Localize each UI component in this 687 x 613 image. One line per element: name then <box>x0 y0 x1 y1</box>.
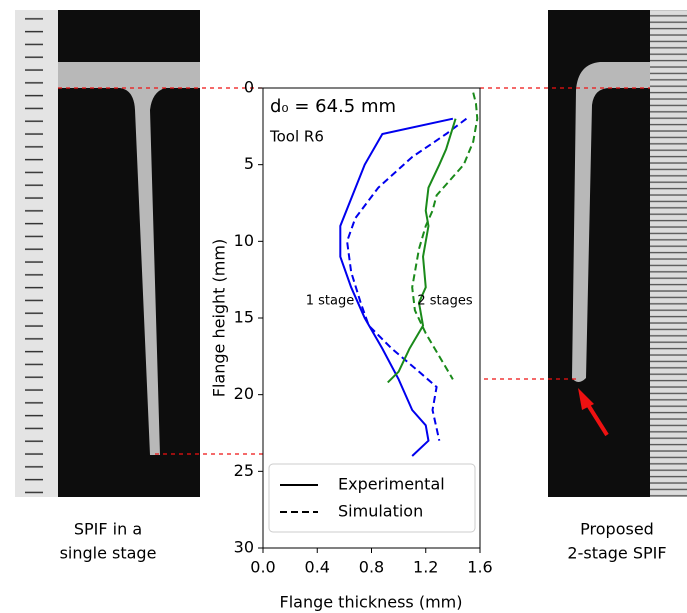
series-line <box>346 117 468 441</box>
y-tick-label: 0 <box>244 78 254 97</box>
photo-caption: single stage <box>60 544 157 563</box>
y-tick-label: 10 <box>234 231 254 250</box>
annotation: Tool R6 <box>269 128 324 146</box>
x-tick-label: 0.0 <box>250 558 275 577</box>
photo-caption: Proposed <box>580 520 654 539</box>
legend-label: Simulation <box>338 502 423 521</box>
x-tick-label: 1.6 <box>467 558 492 577</box>
legend-label: Experimental <box>338 475 445 494</box>
y-tick-label: 5 <box>244 154 254 173</box>
x-tick-label: 1.2 <box>413 558 438 577</box>
y-tick-label: 15 <box>234 308 254 327</box>
x-axis-label: Flange thickness (mm) <box>280 593 463 612</box>
plot-frame <box>262 87 481 549</box>
y-tick-label: 30 <box>234 538 254 557</box>
y-axis-label: Flange height (mm) <box>210 239 229 397</box>
series-line <box>339 117 454 457</box>
photo-two-stage <box>548 10 687 497</box>
x-tick-label: 0.4 <box>305 558 330 577</box>
annotation: d₀ = 64.5 mm <box>270 96 396 117</box>
photo-caption: SPIF in a <box>74 520 142 539</box>
y-tick-label: 25 <box>234 461 254 480</box>
series-line <box>387 118 457 384</box>
photo-single-stage <box>15 10 200 497</box>
legend-box <box>268 463 476 533</box>
photo-caption: 2-stage SPIF <box>567 544 666 563</box>
x-tick-label: 0.8 <box>359 558 384 577</box>
annotation: 2 stages <box>417 294 472 309</box>
series-line <box>411 92 479 380</box>
annotation: 1 stage <box>306 294 355 309</box>
y-tick-label: 20 <box>234 384 254 403</box>
